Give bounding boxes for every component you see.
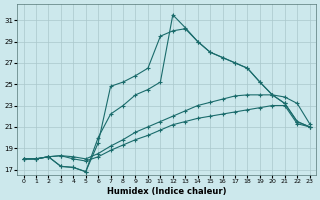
X-axis label: Humidex (Indice chaleur): Humidex (Indice chaleur) (107, 187, 226, 196)
